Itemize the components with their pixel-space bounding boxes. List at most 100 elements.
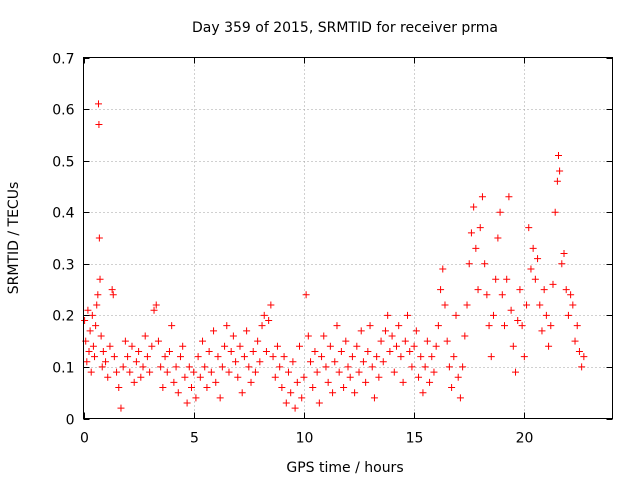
data-point [181,373,189,381]
data-point [117,404,125,412]
data-point [96,275,104,283]
data-point [298,394,306,402]
data-point [353,342,361,350]
data-point [432,342,440,350]
data-point [340,384,348,392]
data-point [141,332,149,340]
data-point [311,347,319,355]
data-point [452,311,460,319]
x-tick-label: 5 [190,431,199,447]
data-point [395,322,403,330]
data-point [94,100,102,108]
data-point [463,301,471,309]
data-point [276,363,284,371]
data-point [384,311,392,319]
data-point [476,224,484,232]
data-point [183,399,191,407]
y-tick-label: 0.4 [52,206,74,222]
x-tick-label: 10 [296,431,314,447]
data-point [99,347,107,355]
data-point [94,291,102,299]
data-point [443,337,451,345]
data-point [128,342,136,350]
y-axis-label: SRMTID / TECUs [6,182,22,295]
data-point [415,373,423,381]
data-point [199,337,207,345]
data-point [95,234,103,242]
axis-ticks [83,57,613,420]
data-point [216,394,224,402]
data-point [85,347,93,355]
data-point [434,322,442,330]
data-point [132,358,140,366]
data-point [172,363,180,371]
data-point [531,275,539,283]
data-point [505,193,513,201]
data-point [487,353,495,361]
data-point [260,311,268,319]
data-point [381,327,389,335]
data-point [121,337,129,345]
data-point [459,363,467,371]
data-point [571,337,579,345]
data-point [441,301,449,309]
data-point [474,286,482,294]
data-point [165,347,173,355]
chart-title: Day 359 of 2015, SRMTID for receiver prm… [192,20,498,36]
data-points [81,100,588,412]
data-point [567,291,575,299]
data-point [115,384,123,392]
data-point [529,244,537,252]
data-point [456,394,464,402]
data-point [399,378,407,386]
data-point [188,384,196,392]
data-point [373,353,381,361]
data-point [92,322,100,330]
data-point [386,347,394,355]
data-point [267,301,275,309]
data-point [430,368,438,376]
data-point [324,378,332,386]
data-point [538,327,546,335]
data-point [106,342,114,350]
data-point [98,363,106,371]
data-point [450,353,458,361]
data-point [485,322,493,330]
data-point [406,347,414,355]
data-point [417,353,425,361]
data-point [437,286,445,294]
data-point [207,368,215,376]
data-point [569,301,577,309]
y-tick-label: 0.5 [52,155,74,171]
data-point [558,260,566,268]
data-point [240,353,248,361]
data-point [368,363,376,371]
data-point [461,332,469,340]
data-point [366,322,374,330]
data-point [258,322,266,330]
data-point [470,203,478,211]
data-point [359,358,367,366]
data-point [83,358,91,366]
data-point [205,347,213,355]
data-point [342,337,350,345]
data-point [320,332,328,340]
data-point [404,311,412,319]
data-point [247,378,255,386]
data-point [307,358,315,366]
data-point [423,337,431,345]
data-point [556,167,564,175]
data-point [512,368,520,376]
data-point [483,291,491,299]
x-tick-label: 0 [80,431,89,447]
data-point [397,353,405,361]
data-point [553,177,561,185]
data-point [196,373,204,381]
data-point [84,306,92,314]
data-point [278,384,286,392]
data-point [194,353,202,361]
data-point [262,347,270,355]
data-point [157,363,165,371]
data-point [87,368,95,376]
